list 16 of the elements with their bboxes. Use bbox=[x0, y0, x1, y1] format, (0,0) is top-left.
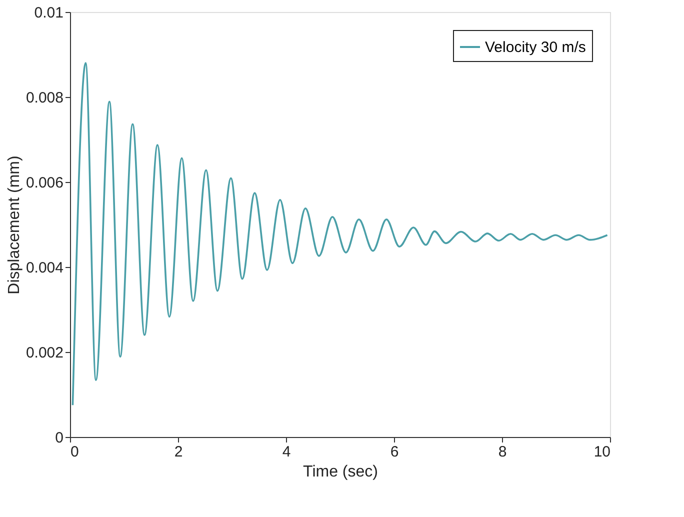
y-tick-label: 0.006 bbox=[26, 174, 64, 192]
y-axis-title: Displacement (mm) bbox=[6, 156, 23, 294]
x-tick-label: 10 bbox=[594, 444, 610, 460]
y-tick-label: 0 bbox=[55, 430, 64, 446]
x-tick-label: 4 bbox=[282, 444, 291, 460]
legend-label: Velocity 30 m/s bbox=[485, 39, 586, 56]
x-axis-title: Time (sec) bbox=[303, 464, 378, 480]
line-series bbox=[72, 62, 608, 406]
x-tick-label: 8 bbox=[498, 444, 507, 460]
x-tick-label: 6 bbox=[390, 444, 399, 460]
x-tick-label: 2 bbox=[174, 444, 183, 460]
y-tick-label: 0.01 bbox=[34, 4, 64, 22]
y-tick-label: 0.008 bbox=[26, 90, 64, 106]
y-tick-label: 0.004 bbox=[26, 260, 64, 276]
x-tick-label: 0 bbox=[70, 444, 79, 460]
y-tick-label: 0.002 bbox=[26, 344, 64, 362]
